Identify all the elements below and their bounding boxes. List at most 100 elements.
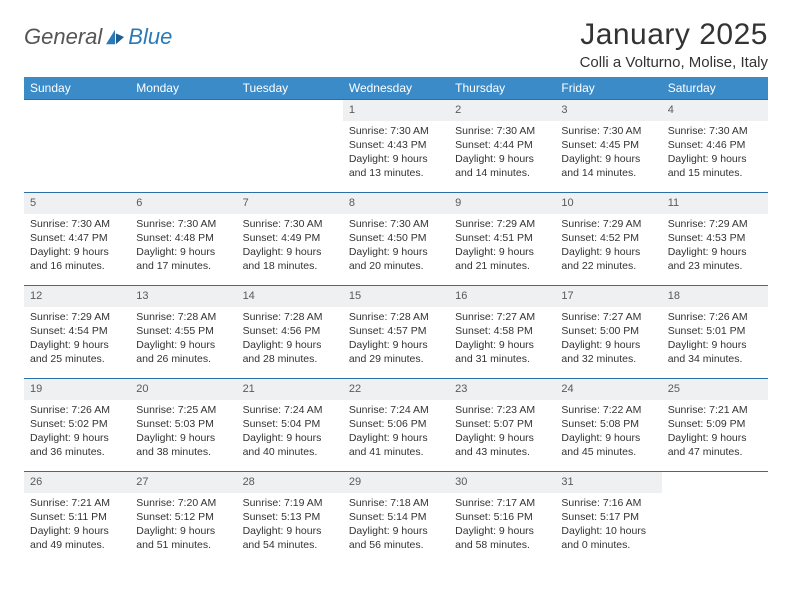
sunset-text: Sunset: 5:17 PM: [561, 510, 655, 524]
day-cell: [237, 100, 343, 192]
day2-text: and 25 minutes.: [30, 352, 124, 366]
day-cell: 30Sunrise: 7:17 AMSunset: 5:16 PMDayligh…: [449, 472, 555, 564]
day-cell: 11Sunrise: 7:29 AMSunset: 4:53 PMDayligh…: [662, 193, 768, 285]
sunset-text: Sunset: 5:07 PM: [455, 417, 549, 431]
sunset-text: Sunset: 4:44 PM: [455, 138, 549, 152]
sunset-text: Sunset: 4:56 PM: [243, 324, 337, 338]
weekday-header: Tuesday: [237, 77, 343, 99]
day1-text: Daylight: 9 hours: [30, 431, 124, 445]
day-cell: 4Sunrise: 7:30 AMSunset: 4:46 PMDaylight…: [662, 100, 768, 192]
day-cell: 12Sunrise: 7:29 AMSunset: 4:54 PMDayligh…: [24, 286, 130, 378]
day2-text: and 36 minutes.: [30, 445, 124, 459]
day-cell: 2Sunrise: 7:30 AMSunset: 4:44 PMDaylight…: [449, 100, 555, 192]
day-number: 2: [449, 100, 555, 121]
day-number: 20: [130, 379, 236, 400]
day2-text: and 0 minutes.: [561, 538, 655, 552]
sunset-text: Sunset: 5:03 PM: [136, 417, 230, 431]
sunset-text: Sunset: 4:49 PM: [243, 231, 337, 245]
day-cell: 28Sunrise: 7:19 AMSunset: 5:13 PMDayligh…: [237, 472, 343, 564]
sunrise-text: Sunrise: 7:30 AM: [455, 124, 549, 138]
day1-text: Daylight: 9 hours: [30, 524, 124, 538]
day1-text: Daylight: 9 hours: [561, 245, 655, 259]
sunrise-text: Sunrise: 7:30 AM: [668, 124, 762, 138]
sunrise-text: Sunrise: 7:26 AM: [30, 403, 124, 417]
sunrise-text: Sunrise: 7:30 AM: [30, 217, 124, 231]
sunset-text: Sunset: 4:46 PM: [668, 138, 762, 152]
day-body: Sunrise: 7:24 AMSunset: 5:04 PMDaylight:…: [237, 400, 343, 464]
day-cell: 14Sunrise: 7:28 AMSunset: 4:56 PMDayligh…: [237, 286, 343, 378]
day-number: 5: [24, 193, 130, 214]
day-body: Sunrise: 7:29 AMSunset: 4:51 PMDaylight:…: [449, 214, 555, 278]
sunset-text: Sunset: 5:00 PM: [561, 324, 655, 338]
sunrise-text: Sunrise: 7:18 AM: [349, 496, 443, 510]
day-body: Sunrise: 7:30 AMSunset: 4:48 PMDaylight:…: [130, 214, 236, 278]
sunrise-text: Sunrise: 7:29 AM: [30, 310, 124, 324]
sunset-text: Sunset: 4:53 PM: [668, 231, 762, 245]
day-cell: 19Sunrise: 7:26 AMSunset: 5:02 PMDayligh…: [24, 379, 130, 471]
day-number: 9: [449, 193, 555, 214]
day2-text: and 20 minutes.: [349, 259, 443, 273]
day-number: 29: [343, 472, 449, 493]
day1-text: Daylight: 9 hours: [668, 338, 762, 352]
sunrise-text: Sunrise: 7:30 AM: [349, 124, 443, 138]
day-number: 4: [662, 100, 768, 121]
sunrise-text: Sunrise: 7:21 AM: [30, 496, 124, 510]
day2-text: and 31 minutes.: [455, 352, 549, 366]
day-body: Sunrise: 7:30 AMSunset: 4:50 PMDaylight:…: [343, 214, 449, 278]
day-cell: 25Sunrise: 7:21 AMSunset: 5:09 PMDayligh…: [662, 379, 768, 471]
sunset-text: Sunset: 5:11 PM: [30, 510, 124, 524]
day-cell: 23Sunrise: 7:23 AMSunset: 5:07 PMDayligh…: [449, 379, 555, 471]
day1-text: Daylight: 10 hours: [561, 524, 655, 538]
day2-text: and 16 minutes.: [30, 259, 124, 273]
day-body: Sunrise: 7:18 AMSunset: 5:14 PMDaylight:…: [343, 493, 449, 557]
day-number: 12: [24, 286, 130, 307]
sunset-text: Sunset: 5:01 PM: [668, 324, 762, 338]
sunrise-text: Sunrise: 7:30 AM: [243, 217, 337, 231]
day-cell: [662, 472, 768, 564]
day-body: Sunrise: 7:26 AMSunset: 5:02 PMDaylight:…: [24, 400, 130, 464]
sunrise-text: Sunrise: 7:30 AM: [349, 217, 443, 231]
day2-text: and 17 minutes.: [136, 259, 230, 273]
weekday-header: Thursday: [449, 77, 555, 99]
sunset-text: Sunset: 5:04 PM: [243, 417, 337, 431]
day-number: 21: [237, 379, 343, 400]
day-cell: 31Sunrise: 7:16 AMSunset: 5:17 PMDayligh…: [555, 472, 661, 564]
day-body: Sunrise: 7:30 AMSunset: 4:46 PMDaylight:…: [662, 121, 768, 185]
day-cell: 29Sunrise: 7:18 AMSunset: 5:14 PMDayligh…: [343, 472, 449, 564]
day-number: 1: [343, 100, 449, 121]
sunrise-text: Sunrise: 7:29 AM: [668, 217, 762, 231]
day2-text: and 40 minutes.: [243, 445, 337, 459]
day2-text: and 38 minutes.: [136, 445, 230, 459]
day2-text: and 43 minutes.: [455, 445, 549, 459]
sunrise-text: Sunrise: 7:20 AM: [136, 496, 230, 510]
day1-text: Daylight: 9 hours: [561, 338, 655, 352]
sunset-text: Sunset: 5:06 PM: [349, 417, 443, 431]
sunset-text: Sunset: 4:45 PM: [561, 138, 655, 152]
day1-text: Daylight: 9 hours: [455, 431, 549, 445]
sunset-text: Sunset: 5:13 PM: [243, 510, 337, 524]
day1-text: Daylight: 9 hours: [30, 338, 124, 352]
sunset-text: Sunset: 4:51 PM: [455, 231, 549, 245]
brand-word-1: General: [24, 24, 102, 50]
day-cell: 6Sunrise: 7:30 AMSunset: 4:48 PMDaylight…: [130, 193, 236, 285]
sunset-text: Sunset: 4:52 PM: [561, 231, 655, 245]
week-row: 26Sunrise: 7:21 AMSunset: 5:11 PMDayligh…: [24, 471, 768, 564]
day1-text: Daylight: 9 hours: [561, 431, 655, 445]
day1-text: Daylight: 9 hours: [349, 338, 443, 352]
day1-text: Daylight: 9 hours: [349, 245, 443, 259]
day-body: Sunrise: 7:21 AMSunset: 5:11 PMDaylight:…: [24, 493, 130, 557]
day-body: Sunrise: 7:29 AMSunset: 4:53 PMDaylight:…: [662, 214, 768, 278]
weekday-header: Wednesday: [343, 77, 449, 99]
day-cell: 20Sunrise: 7:25 AMSunset: 5:03 PMDayligh…: [130, 379, 236, 471]
day-cell: [24, 100, 130, 192]
sunset-text: Sunset: 5:09 PM: [668, 417, 762, 431]
day-number: 30: [449, 472, 555, 493]
day-number: 11: [662, 193, 768, 214]
day-cell: 21Sunrise: 7:24 AMSunset: 5:04 PMDayligh…: [237, 379, 343, 471]
day2-text: and 54 minutes.: [243, 538, 337, 552]
day2-text: and 14 minutes.: [561, 166, 655, 180]
day-number: 28: [237, 472, 343, 493]
day2-text: and 34 minutes.: [668, 352, 762, 366]
week-row: 19Sunrise: 7:26 AMSunset: 5:02 PMDayligh…: [24, 378, 768, 471]
day-cell: 10Sunrise: 7:29 AMSunset: 4:52 PMDayligh…: [555, 193, 661, 285]
